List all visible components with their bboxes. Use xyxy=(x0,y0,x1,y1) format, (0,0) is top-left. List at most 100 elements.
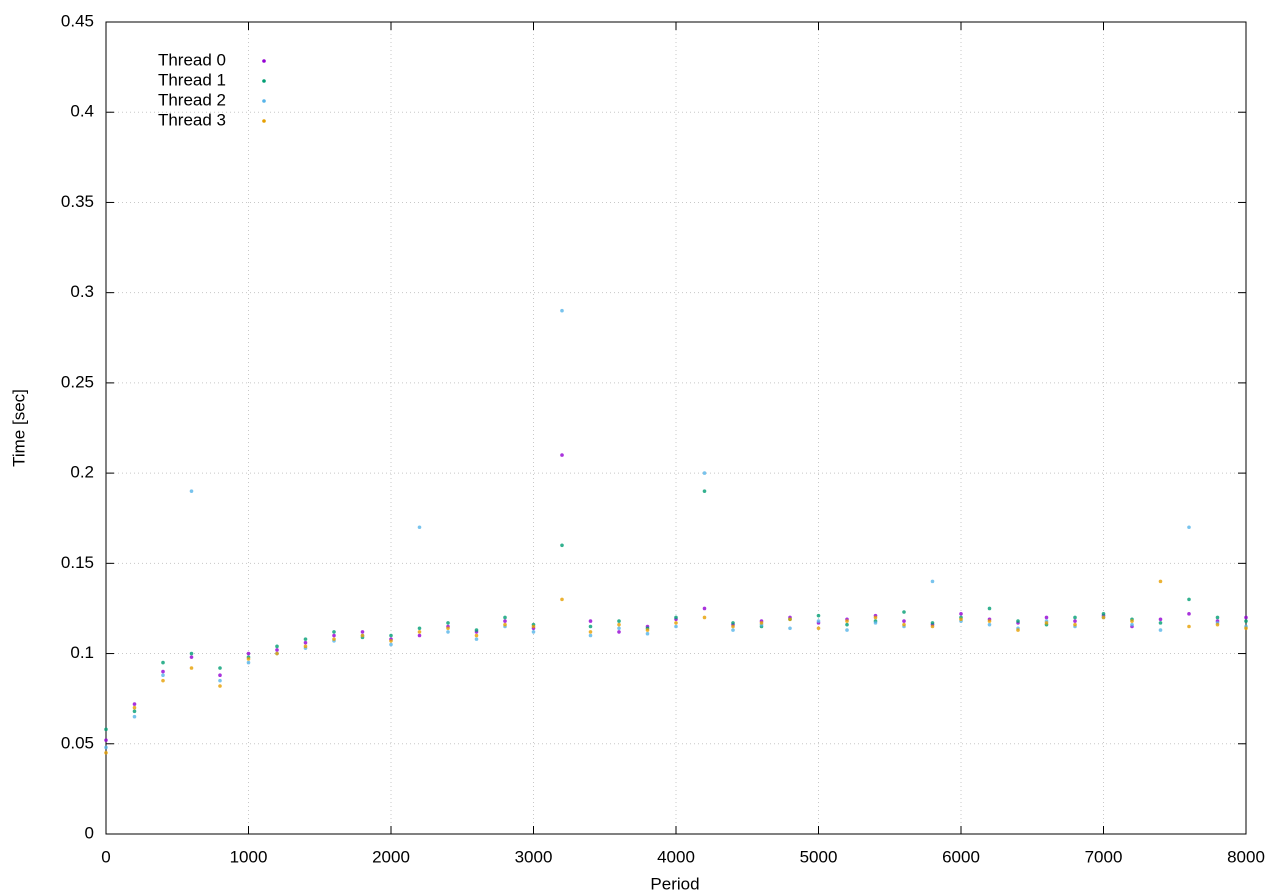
x-axis-label: Period xyxy=(650,874,699,893)
point xyxy=(104,727,108,732)
point xyxy=(1244,626,1248,631)
point xyxy=(645,631,650,636)
point xyxy=(303,637,308,641)
point xyxy=(104,751,108,755)
point xyxy=(845,622,849,627)
y-tick-label: 0.45 xyxy=(61,11,94,30)
point xyxy=(161,660,165,665)
point xyxy=(959,617,963,622)
plot-frame xyxy=(105,21,1247,835)
point xyxy=(702,606,707,611)
point xyxy=(788,617,792,622)
point xyxy=(959,612,963,616)
point xyxy=(788,626,792,631)
point xyxy=(1044,621,1049,625)
point xyxy=(902,622,906,627)
x-tick-label: 6000 xyxy=(942,847,980,866)
point xyxy=(389,633,393,638)
point xyxy=(189,651,194,656)
point xyxy=(389,642,393,647)
y-tick-label: 0.1 xyxy=(70,643,94,662)
point xyxy=(1130,619,1134,623)
point xyxy=(873,615,878,620)
point xyxy=(617,626,621,631)
point xyxy=(645,628,650,632)
point xyxy=(1130,622,1134,627)
point xyxy=(1187,612,1191,616)
point xyxy=(930,579,935,584)
point xyxy=(474,628,479,632)
x-tick-label: 3000 xyxy=(515,847,553,866)
x-tick-label: 7000 xyxy=(1085,847,1123,866)
point xyxy=(161,669,165,674)
x-tick-label: 0 xyxy=(101,847,110,866)
point xyxy=(246,657,251,661)
y-tick-label: 0.35 xyxy=(61,192,94,211)
point xyxy=(702,489,707,493)
point xyxy=(987,622,992,627)
point xyxy=(873,621,878,625)
point xyxy=(104,745,108,750)
point xyxy=(389,639,393,643)
point xyxy=(930,624,935,629)
legend-marker xyxy=(262,59,266,63)
point xyxy=(189,489,194,493)
point xyxy=(1073,622,1077,627)
point xyxy=(218,684,222,688)
legend-marker xyxy=(262,79,266,83)
point xyxy=(218,673,222,678)
point xyxy=(588,630,593,634)
point xyxy=(332,630,336,634)
point xyxy=(1187,597,1191,602)
point xyxy=(246,651,251,656)
point xyxy=(446,621,450,625)
y-axis-label: Time [sec] xyxy=(9,389,28,467)
point xyxy=(845,628,849,632)
point xyxy=(759,621,764,625)
y-tick-label: 0.2 xyxy=(70,463,94,482)
point xyxy=(161,673,165,678)
point xyxy=(474,633,479,638)
point xyxy=(132,709,137,714)
point xyxy=(360,630,365,634)
point xyxy=(161,678,165,683)
y-tick-label: 0.4 xyxy=(70,102,94,121)
point xyxy=(588,633,593,638)
x-tick-label: 8000 xyxy=(1227,847,1265,866)
point xyxy=(702,471,707,475)
point xyxy=(987,606,992,611)
point xyxy=(1016,628,1020,632)
point xyxy=(417,630,422,634)
point xyxy=(588,619,593,623)
point xyxy=(132,714,137,719)
point xyxy=(303,640,308,645)
x-tick-label: 4000 xyxy=(657,847,695,866)
point xyxy=(674,621,678,625)
point xyxy=(617,622,621,627)
point xyxy=(560,543,564,548)
point xyxy=(531,624,536,629)
point xyxy=(1244,615,1248,620)
point xyxy=(731,621,735,625)
y-tick-label: 0 xyxy=(85,823,94,842)
point xyxy=(930,621,935,625)
point xyxy=(275,651,279,656)
point xyxy=(189,655,194,659)
point xyxy=(531,630,536,634)
x-tick-label: 1000 xyxy=(230,847,268,866)
legend-label: Thread 0 xyxy=(158,50,226,69)
point xyxy=(446,630,450,634)
point xyxy=(189,666,194,670)
y-tick-label: 0.15 xyxy=(61,553,94,572)
point xyxy=(617,619,621,623)
point xyxy=(132,705,137,710)
point xyxy=(332,637,336,641)
point xyxy=(560,597,564,602)
legend-marker xyxy=(262,99,266,103)
point xyxy=(1158,628,1163,632)
point xyxy=(902,610,906,614)
point xyxy=(132,702,137,706)
point xyxy=(275,648,279,652)
point xyxy=(275,644,279,649)
